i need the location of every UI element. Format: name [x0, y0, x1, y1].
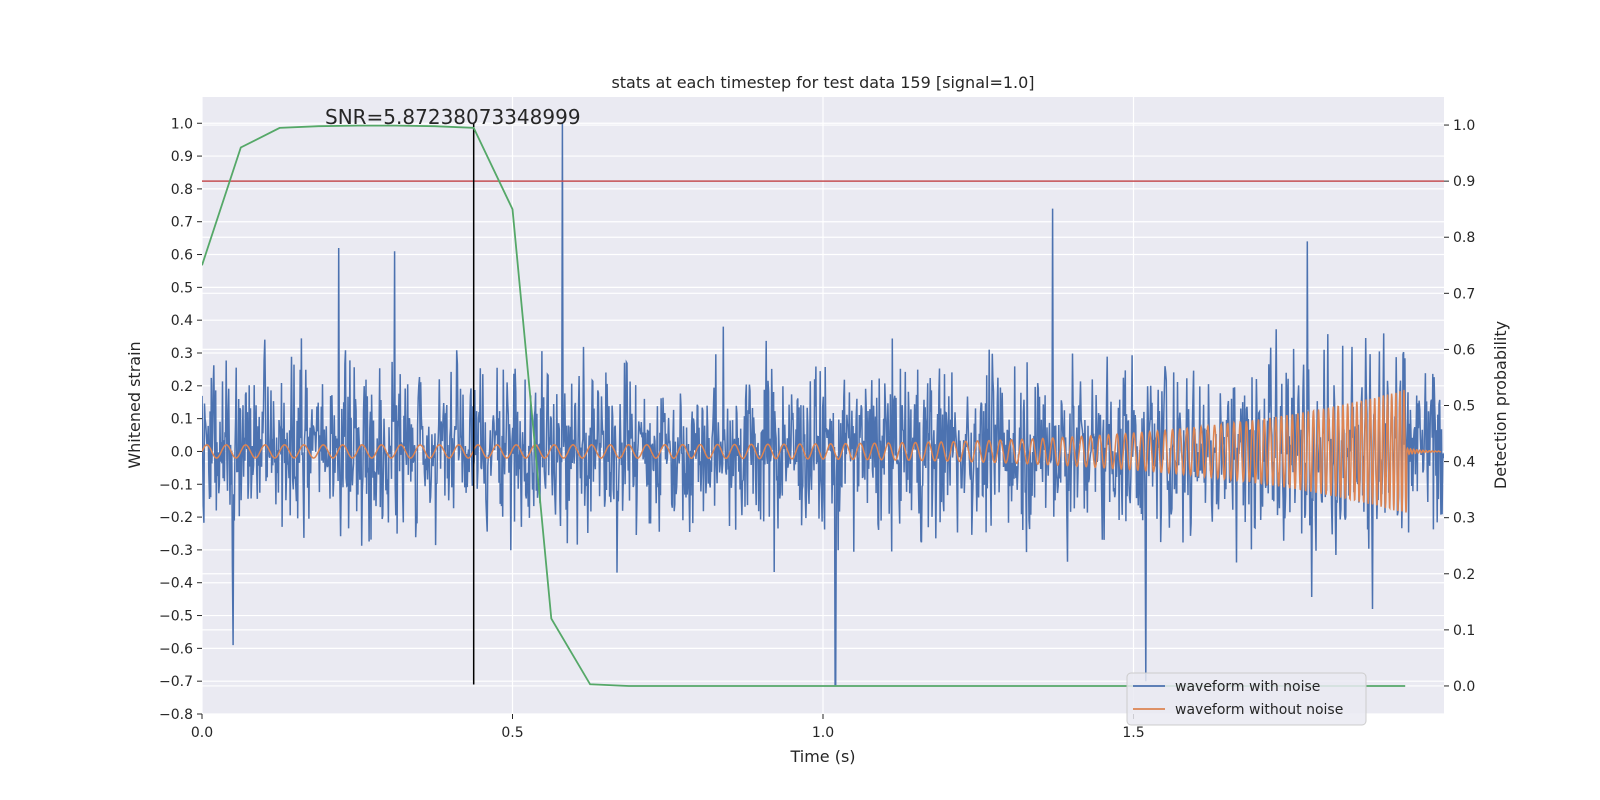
series-waveform-without-noise: [202, 389, 1442, 513]
y-axis-ticks: −0.8 −0.7 −0.6 −0.5 −0.4 −0.3 −0.2 −0.1 0.0 0.1 0.…: [159, 116, 202, 723]
y2-tick-label-0: 0.0: [1453, 679, 1475, 695]
y-tick-label-2: −0.6: [159, 641, 193, 657]
x-tick-label-1: 0.5: [501, 725, 523, 741]
y-tick-label-5: −0.3: [159, 543, 193, 559]
series-waveform-with-noise: [202, 123, 1444, 686]
y-tick-label-6: −0.2: [159, 510, 193, 526]
y2-tick-label-6: 0.6: [1453, 342, 1475, 358]
y2-tick-label-2: 0.2: [1453, 567, 1475, 583]
series-detection-probability: [202, 124, 1406, 687]
y2-tick-label-10: 1.0: [1453, 118, 1475, 134]
x-axis-label: Time (s): [789, 747, 855, 766]
snr-annotation: SNR=5.87238073348999: [325, 105, 581, 129]
y-tick-label-9: 0.1: [171, 412, 193, 428]
legend-label-waveform-without-noise: waveform without noise: [1175, 702, 1343, 718]
plot-area: [202, 123, 1444, 687]
y2-tick-label-3: 0.3: [1453, 511, 1475, 527]
legend: waveform with noise waveform without noi…: [1126, 672, 1367, 726]
y-tick-label-18: 1.0: [171, 116, 193, 132]
y2-tick-label-9: 0.9: [1453, 174, 1475, 190]
y-tick-label-11: 0.3: [171, 346, 193, 362]
y2-axis-ticks: 0.0 0.1 0.2 0.3 0.4 0.5 0.6 0.7 0.8 0.9 1.0: [1444, 118, 1475, 695]
y-tick-label-16: 0.8: [171, 182, 193, 198]
legend-box: [1126, 672, 1367, 726]
y2-tick-label-5: 0.5: [1453, 399, 1475, 415]
y2-tick-label-4: 0.4: [1453, 455, 1475, 471]
chart-title: stats at each timestep for test data 159…: [611, 73, 1034, 92]
x-tick-label-0: 0.0: [191, 725, 213, 741]
y-tick-label-10: 0.2: [171, 379, 193, 395]
y-tick-label-17: 0.9: [171, 149, 193, 165]
y2-tick-label-7: 0.7: [1453, 286, 1475, 302]
y2-tick-label-1: 0.1: [1453, 623, 1475, 639]
y2-tick-label-8: 0.8: [1453, 230, 1475, 246]
x-axis-ticks: 0.0 0.5 1.0 1.5: [191, 714, 1145, 741]
legend-label-waveform-with-noise: waveform with noise: [1175, 679, 1320, 695]
x-tick-label-2: 1.0: [812, 725, 834, 741]
y-tick-label-4: −0.4: [159, 576, 193, 592]
y-tick-label-3: −0.5: [159, 609, 193, 625]
y-tick-label-7: −0.1: [159, 477, 193, 493]
y-tick-label-14: 0.6: [171, 248, 193, 264]
y-tick-label-0: −0.8: [159, 707, 193, 723]
y-tick-label-15: 0.7: [171, 215, 193, 231]
y-tick-label-13: 0.5: [171, 280, 193, 296]
y-axis-label: Whitened strain: [125, 341, 144, 468]
y-tick-label-12: 0.4: [171, 313, 193, 329]
y-tick-label-8: 0.0: [171, 444, 193, 460]
x-tick-label-3: 1.5: [1122, 725, 1144, 741]
y2-axis-label: Detection probability: [1491, 321, 1510, 489]
y-tick-label-1: −0.7: [159, 674, 193, 690]
